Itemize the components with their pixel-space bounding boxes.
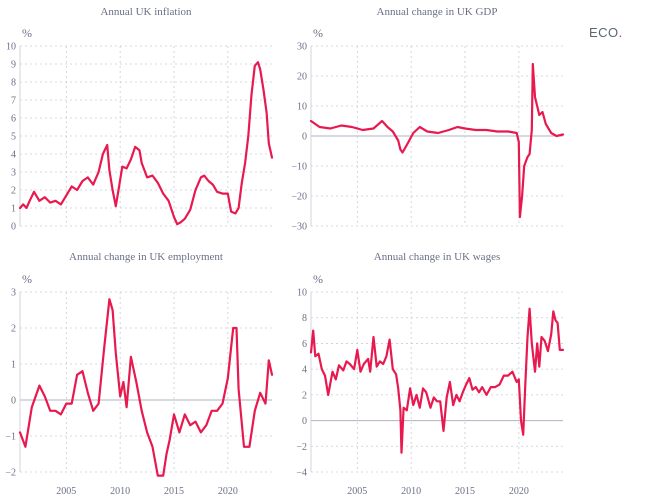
y-tick-label: 5	[11, 132, 16, 143]
y-tick-label: 10	[297, 102, 307, 113]
y-tick-label: 2	[302, 390, 307, 401]
x-tick-label: 2020	[218, 486, 238, 497]
chart-panel-4: Annual change in UK wages% −4 −2 0 2 4 6 8 10 200…	[296, 251, 565, 497]
x-tick-label: 2005	[347, 486, 367, 497]
x-tick-label: 2005	[56, 486, 76, 497]
y-axis-label: %	[313, 26, 323, 40]
x-tick-label: 2015	[164, 486, 184, 497]
y-tick-label: 4	[302, 365, 307, 376]
y-tick-label: 3	[11, 288, 16, 299]
y-tick-label: 0	[11, 396, 16, 407]
y-tick-label: 0	[302, 416, 307, 427]
y-tick-label: −20	[291, 192, 307, 203]
chart-title: Annual change in UK wages	[374, 251, 500, 263]
y-tick-label: 6	[302, 339, 307, 350]
x-tick-label: 2015	[455, 486, 475, 497]
y-tick-label: −1	[5, 432, 16, 443]
series-line-1	[309, 62, 565, 219]
y-tick-label: 0	[302, 132, 307, 143]
brand-dot: .	[618, 25, 623, 40]
y-tick-label: 2	[11, 186, 16, 197]
y-tick-label: −30	[291, 222, 307, 233]
y-tick-label: 9	[11, 60, 16, 71]
y-tick-label: 10	[297, 288, 307, 299]
chart-title: Annual change in UK GDP	[377, 6, 498, 18]
y-tick-label: 0	[11, 222, 16, 233]
y-tick-label: −4	[296, 468, 307, 479]
x-tick-label: 2020	[509, 486, 529, 497]
y-axis-label: %	[313, 272, 323, 286]
y-axis-label: %	[22, 26, 32, 40]
y-tick-label: −2	[5, 468, 16, 479]
y-tick-label: 3	[11, 168, 16, 179]
y-tick-label: −2	[296, 442, 307, 453]
eco-logo: ECO.	[589, 25, 623, 40]
x-tick-label: 2010	[110, 486, 130, 497]
chart-title: Annual change in UK employment	[69, 251, 223, 263]
y-tick-label: 1	[11, 204, 16, 215]
y-tick-label: 2	[11, 324, 16, 335]
y-tick-label: −10	[291, 162, 307, 173]
y-tick-label: 6	[11, 114, 16, 125]
y-tick-label: 30	[297, 42, 307, 53]
y-tick-label: 7	[11, 96, 16, 107]
y-tick-label: 1	[11, 360, 16, 371]
series-line-1	[18, 61, 274, 226]
chart-panel-2: Annual change in UK GDP% −30 −20 −10 0 10 20 30	[291, 6, 565, 233]
chart-title: Annual UK inflation	[100, 6, 192, 18]
y-tick-label: 20	[297, 72, 307, 83]
y-tick-label: 10	[6, 42, 16, 53]
y-tick-label: 8	[11, 78, 16, 89]
x-tick-label: 2010	[401, 486, 421, 497]
y-axis-label: %	[22, 272, 32, 286]
brand-name: ECO	[589, 25, 619, 40]
chart-panel-3: Annual change in UK employment% −2 −1 0 1 2 3 2…	[5, 251, 274, 497]
y-tick-label: 4	[11, 150, 16, 161]
series-line-1	[309, 307, 565, 454]
chart-panel-1: Annual UK inflation% 0 1 2 3 4 5 6 7 8 9 10	[6, 6, 274, 233]
series-line-1	[18, 298, 274, 477]
y-tick-label: 8	[302, 313, 307, 324]
